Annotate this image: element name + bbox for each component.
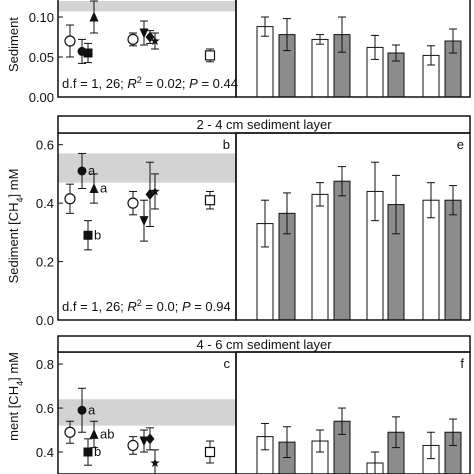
y-axis-label-part: 4 — [15, 197, 25, 202]
point-label: a — [100, 181, 108, 196]
marker — [83, 447, 93, 457]
stats-text-part: d.f = 1, 26; — [62, 76, 127, 91]
header-title: 4 - 6 cm sediment layer — [196, 337, 332, 352]
stats-text: d.f = 1, 26; R2 = 0.02; P = 0.44 — [62, 75, 238, 91]
y-tick-label: 0.6 — [36, 401, 54, 416]
y-axis-label-part: ] mM — [6, 352, 21, 381]
panel-frame — [235, 132, 471, 321]
marker — [150, 36, 160, 45]
stats-text-part: d.f = 1, 26; — [62, 299, 127, 314]
y-tick-label: 0.10 — [29, 10, 54, 25]
marker — [127, 33, 139, 46]
panel-label: f — [460, 356, 464, 371]
marker — [145, 188, 155, 200]
y-axis-label-part: Sediment — [6, 17, 21, 72]
y-axis-label: Sediment [CH4] mM — [6, 169, 25, 284]
panel-label: b — [223, 137, 230, 152]
reference-band — [58, 399, 236, 426]
marker — [127, 439, 139, 452]
stats-text-part: = 0.02; — [142, 76, 189, 91]
y-tick-label: 0.6 — [36, 138, 54, 153]
marker — [64, 35, 76, 47]
marker — [204, 195, 216, 206]
stats-text-part: R — [127, 299, 136, 314]
reference-band — [58, 153, 236, 183]
stats-text-part: P — [182, 299, 191, 314]
y-axis-label: ment [CH4] mM — [6, 352, 25, 441]
stats-text: d.f = 1, 26; R2 = 0.0; P = 0.94 — [62, 298, 231, 314]
header-title: 2 - 4 cm sediment layer — [196, 117, 332, 132]
bar — [333, 180, 351, 321]
point-label: b — [94, 444, 101, 459]
y-axis-label-part: ment [CH — [6, 386, 21, 441]
stats-text-part: R — [127, 76, 136, 91]
marker — [77, 405, 87, 415]
y-tick-label: 0.8 — [36, 357, 54, 372]
stats-text-part: = 0.94 — [191, 299, 231, 314]
point-label: ab — [100, 426, 114, 441]
marker — [89, 183, 99, 194]
panel-label: c — [224, 356, 231, 371]
y-axis-label-part: Sediment [CH — [6, 202, 21, 283]
y-tick-label: 0.2 — [36, 255, 54, 270]
y-axis-label-part: ] mM — [6, 169, 21, 198]
marker — [64, 193, 76, 205]
panel-label: e — [457, 137, 464, 152]
marker — [83, 230, 93, 240]
bar — [311, 193, 329, 321]
stats-text-part: 2 — [137, 75, 142, 85]
y-axis-label: Sediment — [6, 17, 21, 72]
bar — [311, 38, 329, 98]
marker — [83, 48, 93, 58]
y-tick-label: 0.0 — [36, 313, 54, 328]
marker — [145, 433, 155, 445]
marker — [127, 197, 139, 209]
y-tick-label: 0.4 — [36, 196, 54, 211]
point-label: b — [94, 227, 101, 242]
stats-text-part: = 0.44 — [198, 76, 238, 91]
stats-text-part: P — [189, 76, 198, 91]
marker — [89, 428, 99, 439]
bar — [256, 26, 274, 98]
marker — [64, 426, 76, 438]
y-axis-label-part: 4 — [15, 381, 25, 386]
point-label: a — [88, 402, 96, 417]
y-tick-label: 0.05 — [29, 50, 54, 65]
panel-frame — [235, 351, 471, 474]
y-tick-label: 0.00 — [29, 90, 54, 105]
stats-text-part: 2 — [137, 298, 142, 308]
marker — [77, 166, 87, 176]
y-tick-label: 0.4 — [36, 445, 54, 460]
point-label: a — [88, 163, 96, 178]
marker — [89, 11, 99, 22]
marker — [150, 458, 160, 468]
marker — [150, 186, 160, 196]
reference-band — [58, 1, 236, 12]
bar — [444, 199, 462, 321]
marker — [139, 216, 149, 227]
marker — [204, 446, 216, 458]
marker — [204, 50, 216, 61]
stats-text-part: = 0.0; — [142, 299, 182, 314]
panel-frame — [235, 0, 471, 98]
